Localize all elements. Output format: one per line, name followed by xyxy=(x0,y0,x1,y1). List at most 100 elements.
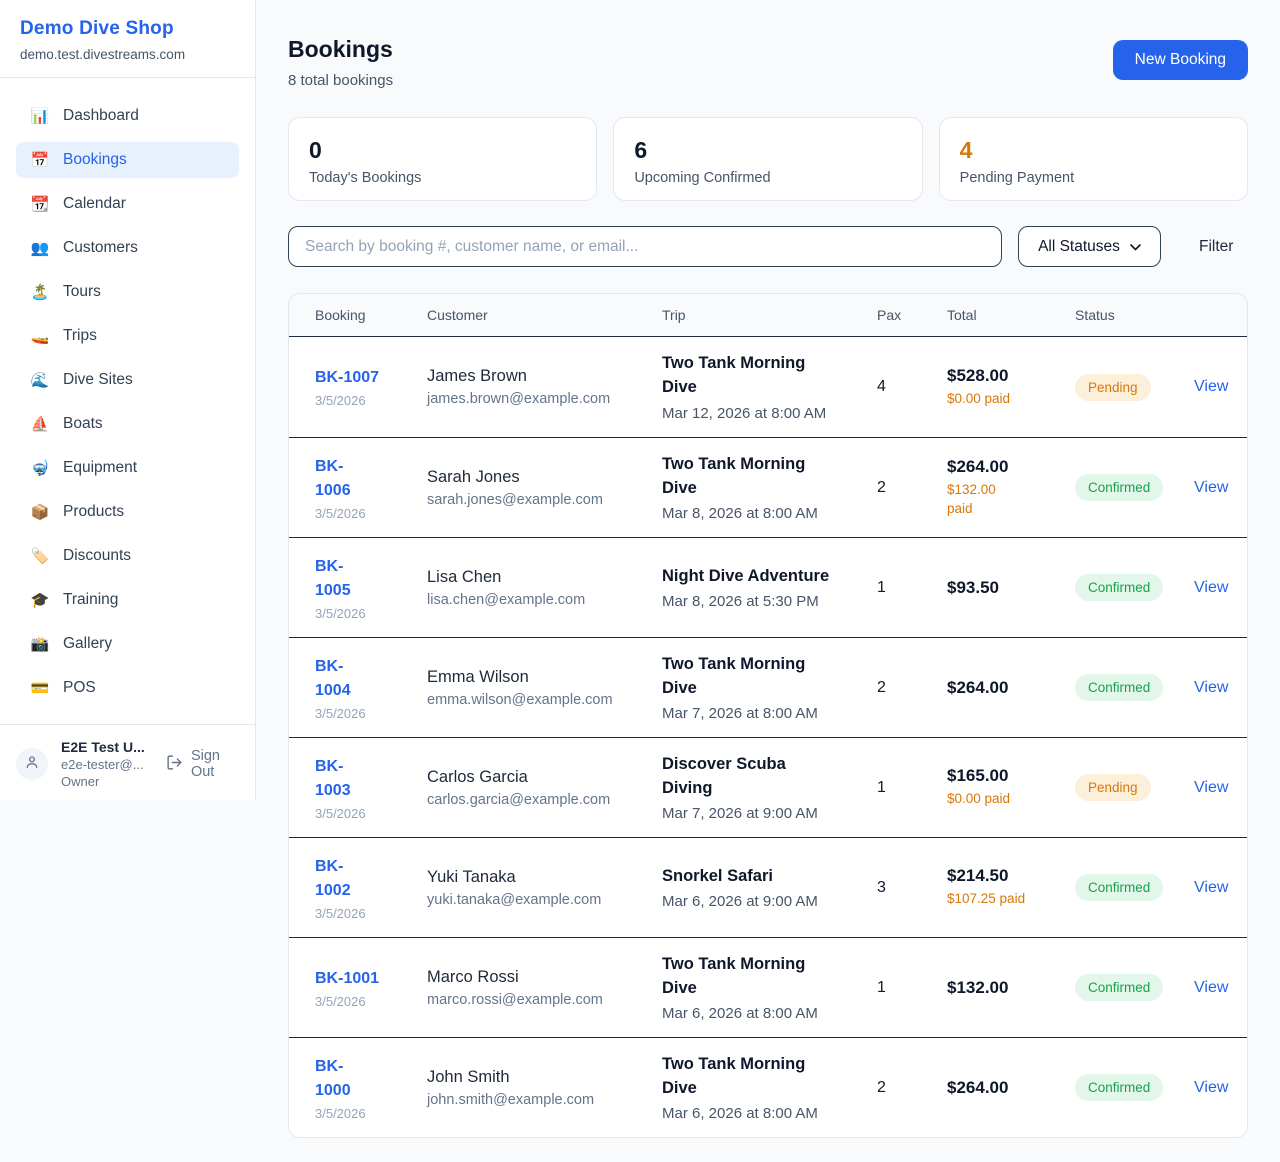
status-filter-value: All Statuses xyxy=(1038,237,1120,255)
table-body: BK-1007 3/5/2026 James Brown james.brown… xyxy=(289,337,1247,1137)
avatar xyxy=(16,748,48,780)
customer-name: Marco Rossi xyxy=(427,967,519,986)
status-badge: Confirmed xyxy=(1075,1074,1164,1101)
booking-id[interactable]: BK-1007 xyxy=(315,369,380,386)
brand-name[interactable]: Demo Dive Shop xyxy=(20,18,174,39)
stat-card-todays-bookings: 0 Today's Bookings xyxy=(288,117,598,201)
sidebar-item-equipment[interactable]: 🤿 Equipment xyxy=(16,450,239,486)
trip-name: Two Tank Morning Dive xyxy=(662,1054,806,1097)
paid-amount: $0.00 paid xyxy=(947,791,1011,807)
status-badge: Confirmed xyxy=(1075,874,1164,901)
booking-id[interactable]: BK- 1004 xyxy=(315,657,351,699)
view-link[interactable]: View xyxy=(1194,1078,1229,1096)
sidebar-item-dashboard[interactable]: 📊 Dashboard xyxy=(16,98,239,134)
table-row: BK- 1005 3/5/2026 Lisa Chen lisa.chen@ex… xyxy=(289,537,1247,637)
table-row: BK-1001 3/5/2026 Marco Rossi marco.rossi… xyxy=(289,937,1247,1037)
sidebar-item-label: Gallery xyxy=(63,635,113,652)
page-header: Bookings 8 total bookings New Booking xyxy=(288,36,1248,89)
view-link[interactable]: View xyxy=(1194,778,1229,796)
trip-datetime: Mar 6, 2026 at 8:00 AM xyxy=(662,1105,818,1123)
total-amount: $165.00 xyxy=(947,766,1009,786)
total-amount: $264.00 xyxy=(947,677,1009,697)
trip-name: Two Tank Morning Dive xyxy=(662,354,806,396)
paid-amount: $107.25 paid xyxy=(947,891,1026,907)
view-link[interactable]: View xyxy=(1194,378,1229,395)
column-header-total: Total xyxy=(947,307,977,323)
sidebar-item-calendar[interactable]: 📆 Calendar xyxy=(16,186,239,222)
trip-datetime: Mar 6, 2026 at 9:00 AM xyxy=(662,893,818,911)
filter-button[interactable]: Filter xyxy=(1187,230,1245,264)
gallery-icon: 📸 xyxy=(30,636,50,653)
stat-card-upcoming-confirmed: 6 Upcoming Confirmed xyxy=(613,117,923,201)
user-name: E2E Test U... xyxy=(61,739,145,755)
sidebar-item-dive-sites[interactable]: 🌊 Dive Sites xyxy=(16,362,239,398)
trip-datetime: Mar 8, 2026 at 8:00 AM xyxy=(662,505,818,523)
status-badge: Confirmed xyxy=(1075,574,1164,601)
status-badge: Confirmed xyxy=(1075,974,1164,1001)
pax-count: 1 xyxy=(877,978,886,996)
customer-email: james.brown@example.com xyxy=(427,391,611,407)
column-header-trip: Trip xyxy=(662,307,686,323)
sidebar-item-boats[interactable]: ⛵ Boats xyxy=(16,406,239,442)
booking-id[interactable]: BK- 1006 xyxy=(315,457,351,499)
customer-name: Sarah Jones xyxy=(427,467,520,486)
sidebar-item-bookings[interactable]: 📅 Bookings xyxy=(16,142,239,178)
view-link[interactable]: View xyxy=(1194,578,1229,596)
booking-id[interactable]: BK- 1005 xyxy=(315,557,351,599)
new-booking-button[interactable]: New Booking xyxy=(1112,40,1248,80)
booking-id[interactable]: BK- 1002 xyxy=(315,857,351,899)
view-link[interactable]: View xyxy=(1194,978,1229,996)
column-header-pax: Pax xyxy=(877,307,902,323)
trip-name: Two Tank Morning Dive xyxy=(662,454,806,497)
dashboard-icon: 📊 xyxy=(30,108,50,125)
sidebar-item-trips[interactable]: 🚤 Trips xyxy=(16,318,239,354)
training-icon: 🎓 xyxy=(30,592,50,609)
user-info: E2E Test U... e2e-tester@... Owner xyxy=(61,739,149,789)
sign-out-label: Sign Out xyxy=(190,748,220,780)
table-row: BK-1007 3/5/2026 James Brown james.brown… xyxy=(289,337,1247,437)
sidebar-item-label: Bookings xyxy=(63,151,127,168)
sidebar-item-products[interactable]: 📦 Products xyxy=(16,494,239,530)
sidebar-item-discounts[interactable]: 🏷️ Discounts xyxy=(16,538,239,574)
table-row: BK- 1000 3/5/2026 John Smith john.smith@… xyxy=(289,1037,1247,1137)
customer-email: lisa.chen@example.com xyxy=(427,591,586,608)
page-subtitle: 8 total bookings xyxy=(288,72,394,89)
sign-out-button[interactable]: Sign Out xyxy=(166,748,239,780)
user-footer: E2E Test U... e2e-tester@... Owner Sign … xyxy=(0,724,255,803)
customer-name: Emma Wilson xyxy=(427,667,529,686)
search-input[interactable] xyxy=(288,226,1002,267)
sidebar-item-training[interactable]: 🎓 Training xyxy=(16,582,239,618)
customer-email: john.smith@example.com xyxy=(427,1091,595,1108)
sidebar-item-label: Tours xyxy=(63,283,101,300)
booking-id[interactable]: BK- 1000 xyxy=(315,1057,351,1099)
booking-date: 3/5/2026 xyxy=(315,1105,366,1121)
view-link[interactable]: View xyxy=(1194,478,1229,496)
sidebar-item-customers[interactable]: 👥 Customers xyxy=(16,230,239,266)
trip-name: Two Tank Morning Dive xyxy=(662,954,806,997)
sidebar-item-gallery[interactable]: 📸 Gallery xyxy=(16,626,239,662)
status-badge: Pending xyxy=(1075,774,1151,801)
customer-email: sarah.jones@example.com xyxy=(427,491,603,508)
toolbar: All Statuses Filter xyxy=(288,226,1248,267)
booking-id[interactable]: BK- 1003 xyxy=(315,757,351,799)
trip-name: Discover Scuba Diving xyxy=(662,754,786,797)
booking-date: 3/5/2026 xyxy=(315,905,366,921)
booking-id[interactable]: BK-1001 xyxy=(315,969,380,987)
booking-date: 3/5/2026 xyxy=(315,993,366,1009)
customer-email: marco.rossi@example.com xyxy=(427,991,603,1008)
table-header-row: Booking Customer Trip Pax Total Status xyxy=(289,294,1247,337)
view-link[interactable]: View xyxy=(1194,878,1229,896)
view-link[interactable]: View xyxy=(1194,678,1229,696)
trip-datetime: Mar 12, 2026 at 8:00 AM xyxy=(662,404,827,422)
sidebar-nav: 📊 Dashboard 📅 Bookings 📆 Calendar 👥 Cust… xyxy=(0,78,255,724)
trip-name: Two Tank Morning Dive xyxy=(662,654,806,697)
tours-icon: 🏝️ xyxy=(30,284,50,301)
pax-count: 4 xyxy=(877,378,886,395)
trip-datetime: Mar 7, 2026 at 9:00 AM xyxy=(662,805,818,823)
status-filter-select[interactable]: All Statuses xyxy=(1018,226,1161,267)
booking-date: 3/5/2026 xyxy=(315,393,366,408)
sidebar-item-pos[interactable]: 💳 POS xyxy=(16,670,239,706)
main-content: Bookings 8 total bookings New Booking 0 … xyxy=(256,0,1280,1138)
stat-card-pending-payment: 4 Pending Payment xyxy=(938,117,1248,201)
sidebar-item-tours[interactable]: 🏝️ Tours xyxy=(16,274,239,310)
